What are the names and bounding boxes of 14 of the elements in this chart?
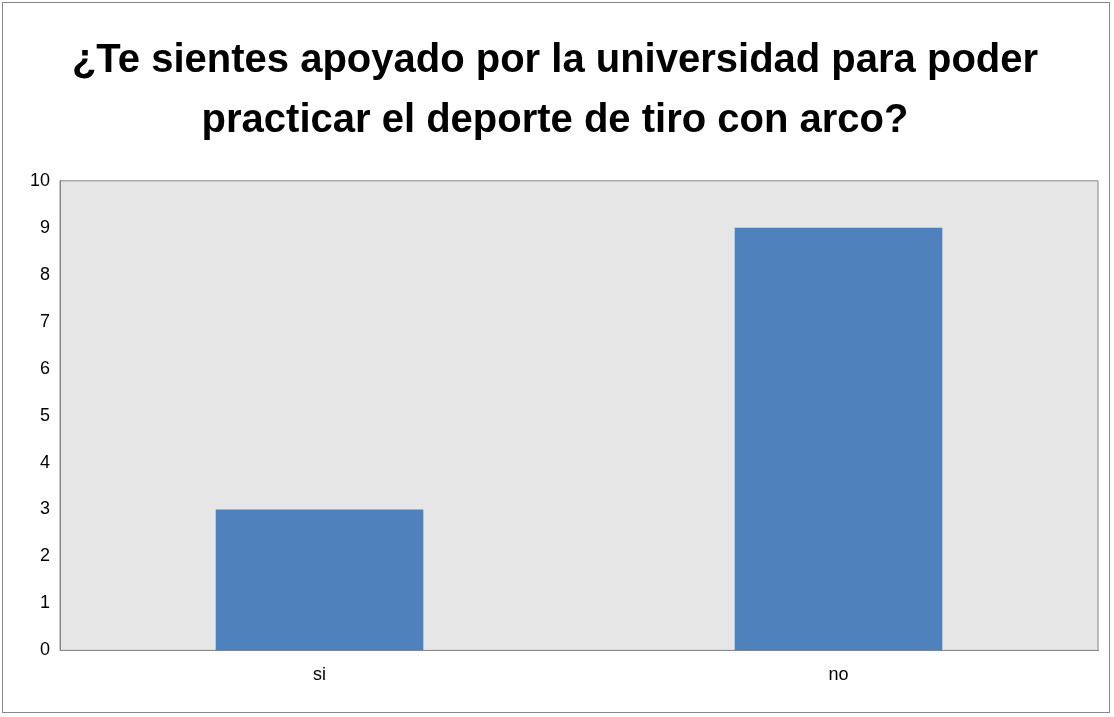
y-tick-label: 0	[40, 639, 51, 660]
y-tick-label: 1	[40, 592, 51, 613]
y-tick-label: 7	[40, 310, 51, 331]
y-tick-label: 9	[40, 216, 51, 237]
x-tick-label: si	[313, 664, 327, 685]
y-tick-label: 2	[40, 545, 51, 566]
y-tick-label: 8	[40, 263, 51, 284]
y-tick-label: 6	[40, 357, 51, 378]
y-tick-label: 5	[40, 404, 51, 425]
x-tick-label: no	[828, 664, 849, 685]
chart-title: ¿Te sientes apoyado por la universidad para poder practicar el deporte de tiro con arco?	[70, 35, 1040, 142]
y-tick-label: 3	[40, 498, 51, 519]
y-tick-label: 4	[40, 451, 51, 472]
y-tick-label: 10	[29, 169, 51, 190]
